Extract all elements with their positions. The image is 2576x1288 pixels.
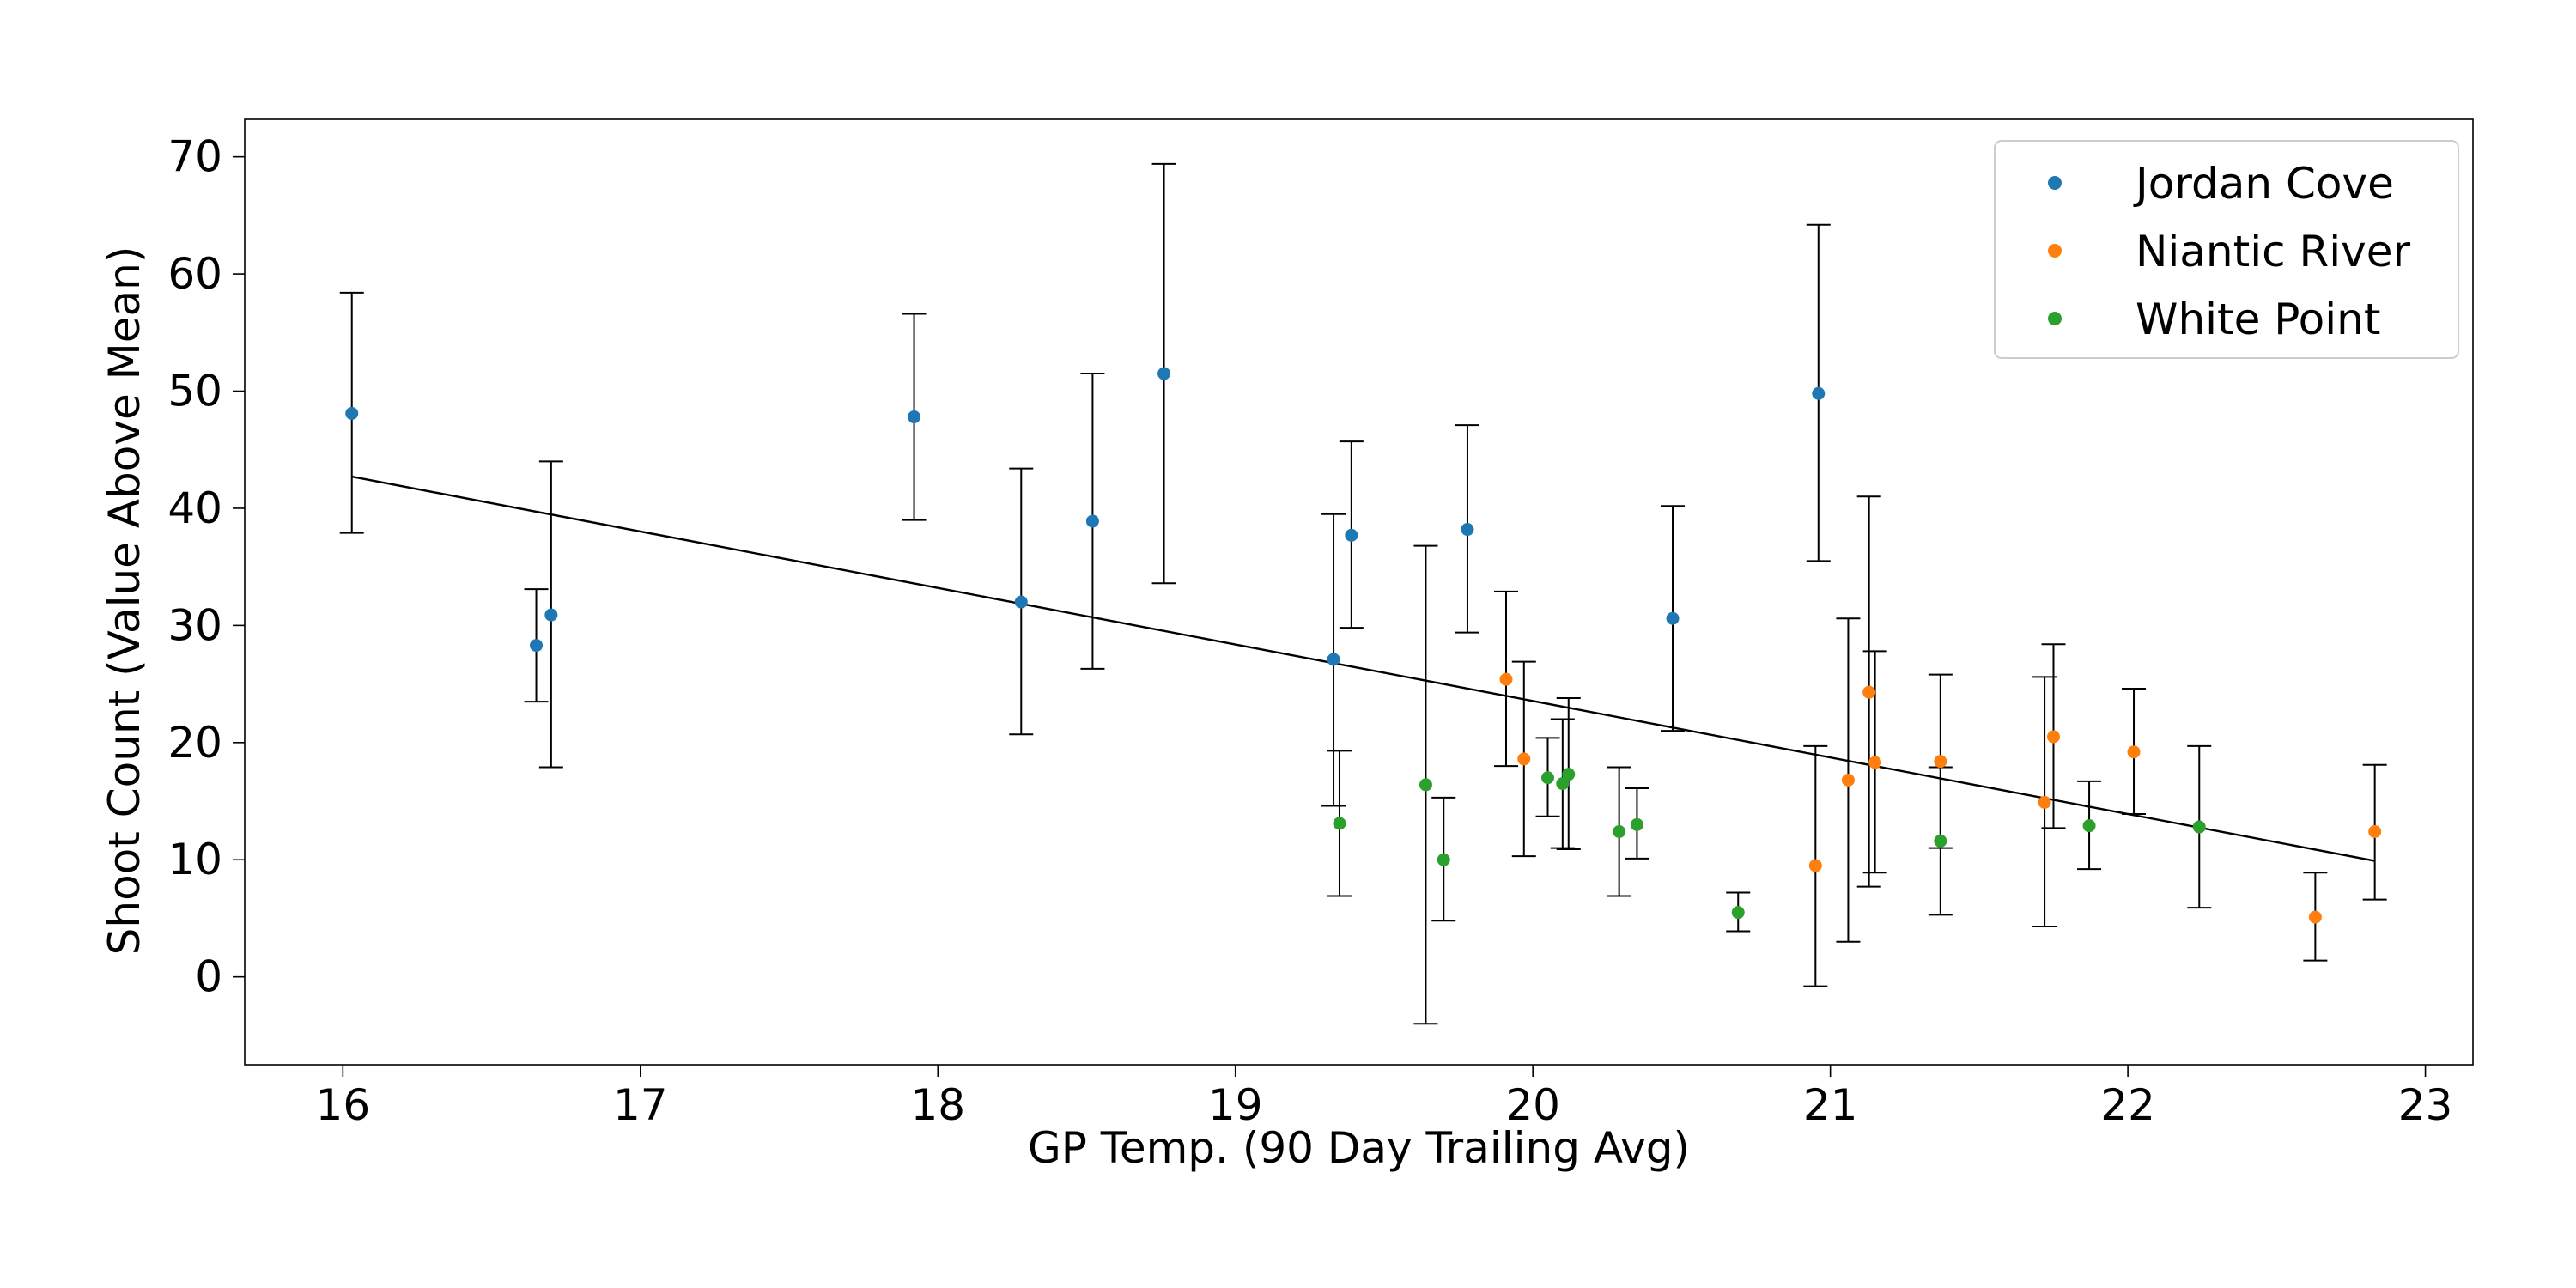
data-point-jordan-cove bbox=[1157, 367, 1171, 380]
data-point-niantic-river bbox=[2038, 795, 2051, 809]
data-point-white-point bbox=[1419, 778, 1432, 792]
x-tick-label: 18 bbox=[910, 1080, 965, 1130]
data-point-niantic-river bbox=[2308, 910, 2322, 924]
x-tick-label: 21 bbox=[1803, 1080, 1858, 1130]
data-point-jordan-cove bbox=[544, 608, 558, 622]
data-point-niantic-river bbox=[2046, 730, 2060, 744]
data-point-niantic-river bbox=[1808, 859, 1822, 872]
x-tick-label: 19 bbox=[1208, 1080, 1263, 1130]
y-tick-label: 40 bbox=[167, 483, 222, 533]
data-point-niantic-river bbox=[1841, 773, 1855, 787]
data-point-niantic-river bbox=[1934, 755, 1947, 769]
legend-box bbox=[1994, 140, 2459, 359]
data-point-jordan-cove bbox=[1345, 528, 1358, 542]
y-tick-label: 10 bbox=[167, 835, 222, 884]
y-tick-label: 30 bbox=[167, 600, 222, 650]
plot-area-frame bbox=[244, 118, 2474, 1066]
x-tick-label: 22 bbox=[2100, 1080, 2155, 1130]
data-points-layer bbox=[345, 367, 2382, 924]
data-point-niantic-river bbox=[2368, 825, 2382, 839]
data-point-jordan-cove bbox=[1327, 653, 1340, 666]
data-point-white-point bbox=[1333, 817, 1346, 830]
data-point-niantic-river bbox=[1517, 752, 1531, 766]
legend-label-white-point: White Point bbox=[2136, 295, 2380, 344]
data-point-white-point bbox=[2192, 820, 2206, 834]
y-axis-title: Shoot Count (Value Above Mean) bbox=[100, 246, 149, 956]
data-point-white-point bbox=[2082, 819, 2096, 833]
legend-label-jordan-cove: Jordan Cove bbox=[2133, 159, 2394, 209]
data-point-white-point bbox=[1731, 906, 1745, 920]
legend-label-niantic-river: Niantic River bbox=[2136, 227, 2410, 276]
data-point-white-point bbox=[1541, 771, 1555, 785]
y-tick-label: 20 bbox=[167, 718, 222, 768]
x-tick-label: 23 bbox=[2398, 1080, 2453, 1130]
y-tick-label: 50 bbox=[167, 367, 222, 416]
data-point-jordan-cove bbox=[345, 406, 359, 420]
legend-marker-jordan-cove bbox=[2048, 176, 2062, 190]
data-point-white-point bbox=[1437, 853, 1450, 866]
data-point-jordan-cove bbox=[1085, 514, 1099, 528]
legend-marker-white-point bbox=[2048, 312, 2062, 325]
legend-marker-niantic-river bbox=[2048, 244, 2062, 258]
x-tick-label: 20 bbox=[1505, 1080, 1560, 1130]
data-point-jordan-cove bbox=[1014, 595, 1028, 609]
data-point-jordan-cove bbox=[1666, 611, 1680, 625]
y-tick-label: 70 bbox=[167, 132, 222, 182]
data-point-niantic-river bbox=[1868, 756, 1882, 769]
data-point-jordan-cove bbox=[530, 639, 544, 653]
data-point-jordan-cove bbox=[908, 410, 921, 424]
trend-line-layer bbox=[351, 475, 2375, 862]
y-tick-label: 0 bbox=[195, 952, 222, 1002]
data-point-white-point bbox=[1556, 777, 1570, 791]
axis-ticks: 16 17 18 19 20 21 22 23 0 10 20 30 40 50 60 70 bbox=[167, 132, 2452, 1130]
data-point-niantic-river bbox=[2127, 745, 2141, 759]
legend: Jordan Cove Niantic River White Point bbox=[1994, 140, 2459, 359]
data-point-white-point bbox=[1630, 817, 1643, 831]
x-tick-label: 17 bbox=[613, 1080, 668, 1130]
data-point-white-point bbox=[1934, 834, 1947, 848]
x-tick-label: 16 bbox=[316, 1080, 371, 1130]
data-point-white-point bbox=[1613, 825, 1626, 839]
y-tick-label: 60 bbox=[167, 249, 222, 299]
data-point-niantic-river bbox=[1862, 685, 1876, 699]
data-point-niantic-river bbox=[1499, 672, 1513, 686]
trend-line bbox=[351, 475, 2375, 862]
data-point-jordan-cove bbox=[1812, 386, 1826, 400]
data-point-jordan-cove bbox=[1461, 523, 1474, 537]
x-axis-title: GP Temp. (90 Day Trailing Avg) bbox=[1028, 1123, 1690, 1173]
data-point-white-point bbox=[1562, 768, 1576, 781]
